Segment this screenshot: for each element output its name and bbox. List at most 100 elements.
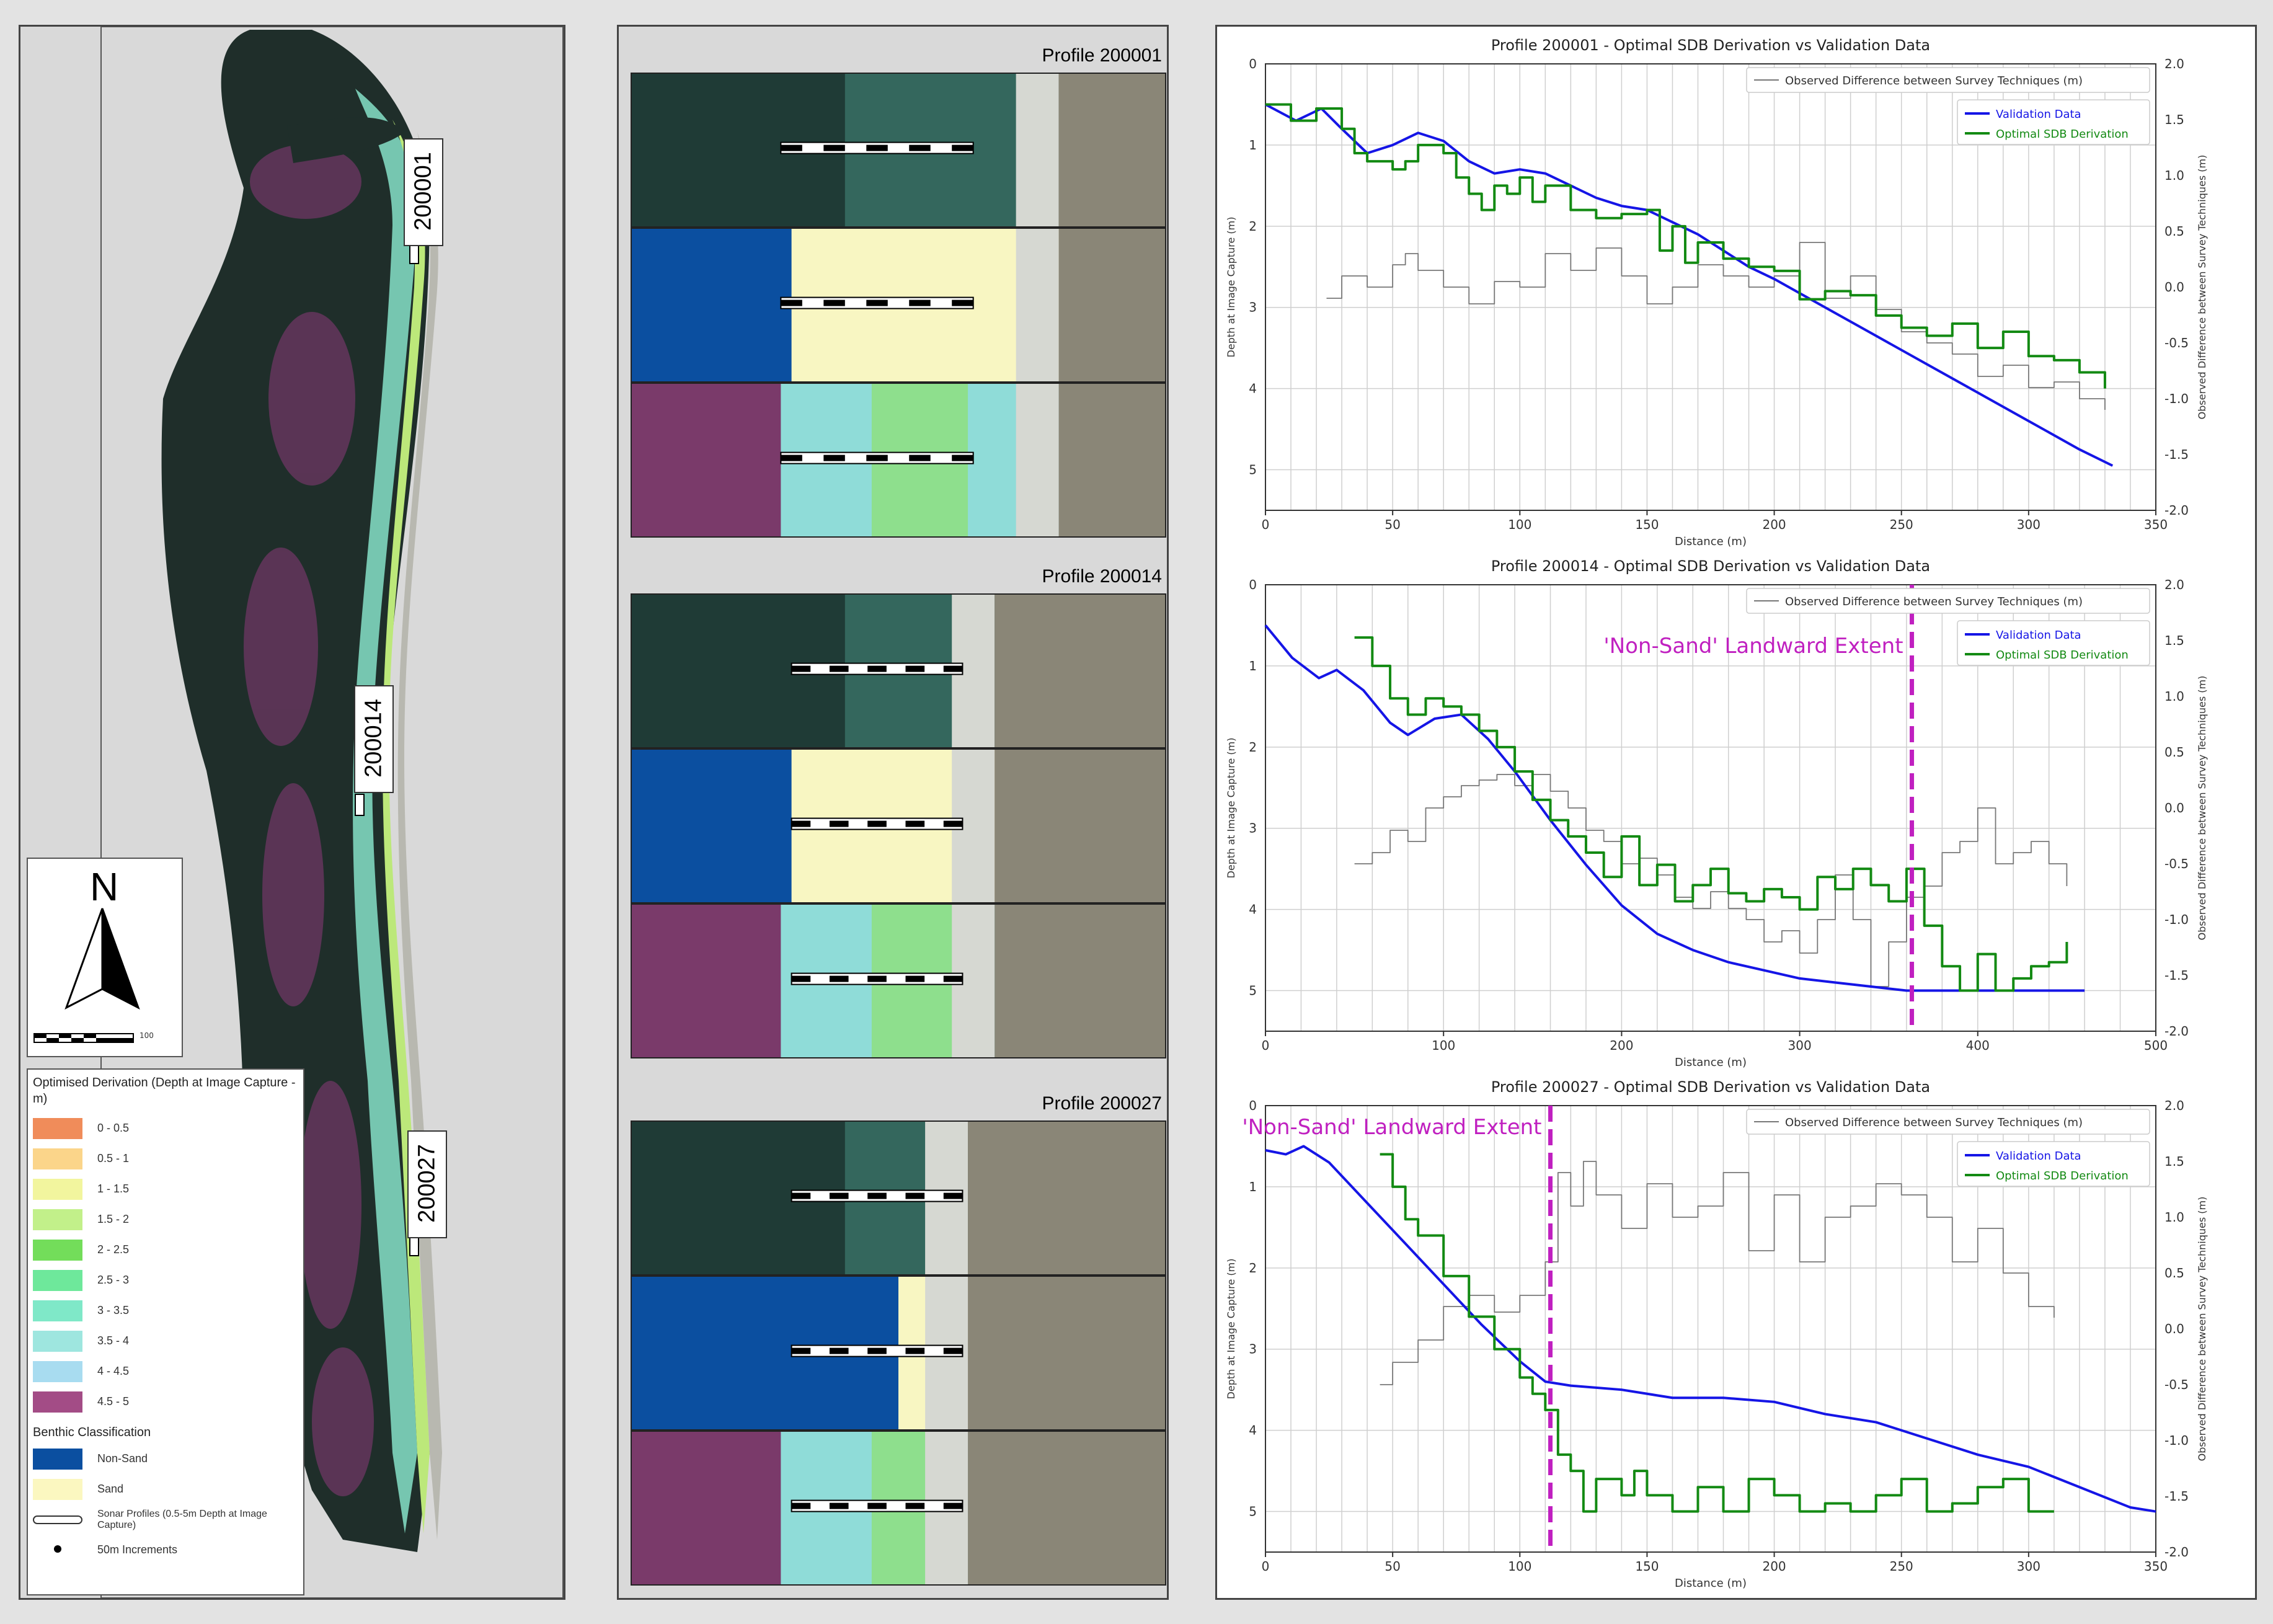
x-axis-label: Distance (m) (1675, 1577, 1747, 1590)
x-tick-label: 300 (2017, 517, 2040, 532)
legend: Optimised Derivation (Depth at Image Cap… (27, 1068, 304, 1595)
series-line (1265, 103, 2114, 467)
depth-class-label: 0 - 0.5 (97, 1122, 130, 1134)
x-axis-label: Distance (m) (1675, 1056, 1747, 1069)
depth-class-row: 2.5 - 3 (33, 1265, 303, 1295)
profile-strip (631, 1120, 1166, 1276)
depth-class-label: 4.5 - 5 (97, 1395, 130, 1408)
series-line (1326, 242, 2106, 410)
depth-class-swatch (33, 1300, 82, 1321)
y2-tick-label: 1.5 (2164, 1154, 2184, 1169)
y2-tick-label: 2.0 (2164, 56, 2184, 71)
y2-axis-label: Observed Difference between Survey Techn… (2196, 676, 2208, 941)
y2-axis-label: Observed Difference between Survey Techn… (2196, 1197, 2208, 1462)
x-tick-label: 400 (1966, 1038, 1990, 1053)
extent-annotation: 'Non-Sand' Landward Extent (1603, 634, 1903, 659)
profile-strip (631, 1431, 1166, 1586)
x-tick-label: 350 (2144, 1559, 2168, 1574)
depth-class-row: 1.5 - 2 (33, 1204, 303, 1235)
x-tick-label: 300 (2017, 1559, 2040, 1574)
benthic-class-label: Non-Sand (97, 1452, 148, 1465)
x-tick-label: 100 (1508, 1559, 1531, 1574)
scale-bar (33, 1033, 134, 1043)
y2-tick-label: 1.0 (2164, 689, 2184, 704)
y-tick-label: 4 (1249, 902, 1257, 917)
y-tick-label: 5 (1249, 1504, 1257, 1519)
profile-chart: Profile 200014 - Optimal SDB Derivation … (1225, 557, 2208, 1069)
legend-difference: Observed Difference between Survey Techn… (1785, 74, 2083, 87)
chart-legend: Observed Difference between Survey Techn… (1746, 67, 2150, 145)
y-tick-label: 1 (1249, 1179, 1257, 1194)
depth-class-row: 3.5 - 4 (33, 1326, 303, 1356)
y2-tick-label: 1.5 (2164, 633, 2184, 648)
depth-class-swatch (33, 1330, 82, 1352)
x-tick-label: 350 (2144, 517, 2168, 532)
legend-row-increment: 50m Increments (33, 1535, 303, 1565)
depth-class-swatch (33, 1178, 82, 1200)
chart-panel: Profile 200001 - Optimal SDB Derivation … (1215, 25, 2257, 1600)
depth-class-row: 1 - 1.5 (33, 1174, 303, 1204)
benthic-class-row: Non-Sand (33, 1444, 303, 1474)
legend-validation: Validation Data (1996, 629, 2081, 642)
strip-group-200027: Profile 200027 (631, 1093, 1166, 1595)
series-line (1380, 1153, 2054, 1513)
profile-symbol (33, 1515, 82, 1524)
profile-strip (631, 903, 1166, 1058)
series-line (1265, 103, 2106, 389)
x-tick-label: 50 (1385, 517, 1400, 532)
strip-imagery (631, 73, 1166, 1586)
profile-label-200014: 200014 (354, 685, 394, 793)
y2-tick-label: -1.0 (2164, 912, 2189, 927)
plot-frame (1265, 584, 2156, 1032)
depth-class-row: 4.5 - 5 (33, 1387, 303, 1417)
x-tick-label: 150 (1635, 517, 1659, 532)
depth-legend: 0 - 0.5 0.5 - 1 1 - 1.5 1.5 - 2 2 - 2.5 2.5 -… (28, 1113, 303, 1417)
y-tick-label: 1 (1249, 138, 1257, 153)
depth-class-swatch (33, 1209, 82, 1230)
strip-group-200014: Profile 200014 (631, 566, 1166, 1068)
profile-marker-200014 (355, 794, 365, 816)
y-tick-label: 1 (1249, 659, 1257, 673)
depth-class-swatch (33, 1239, 82, 1261)
y-tick-label: 3 (1249, 821, 1257, 836)
y-axis-label: Depth at Image Capture (m) (1225, 738, 1237, 879)
north-label: N (90, 864, 119, 909)
y2-tick-label: 0.5 (2164, 745, 2184, 760)
legend-difference: Observed Difference between Survey Techn… (1785, 1116, 2083, 1129)
y-tick-label: 2 (1249, 219, 1257, 234)
north-arrow-box: N 100 (27, 858, 183, 1057)
y2-tick-label: 0.0 (2164, 1321, 2184, 1336)
x-tick-label: 200 (1762, 1559, 1786, 1574)
x-tick-label: 250 (1890, 517, 1913, 532)
sand-band (383, 120, 430, 1533)
legend-validation: Validation Data (1996, 1150, 2081, 1163)
x-tick-label: 150 (1635, 1559, 1659, 1574)
profile-symbol-label: Sonar Profiles (0.5-5m Depth at Image Ca… (97, 1508, 267, 1530)
depth-class-swatch (33, 1269, 82, 1291)
benthic-class-swatch (33, 1448, 82, 1470)
chart-title: Profile 200027 - Optimal SDB Derivation … (1491, 1078, 1930, 1096)
chart-title: Profile 200014 - Optimal SDB Derivation … (1491, 557, 1930, 575)
x-tick-label: 200 (1610, 1038, 1633, 1053)
depth-class-label: 1.5 - 2 (97, 1213, 130, 1225)
series-line (1354, 774, 2068, 987)
y2-tick-label: 0.0 (2164, 280, 2184, 295)
x-tick-label: 300 (1788, 1038, 1812, 1053)
legend-sdb: Optimal SDB Derivation (1996, 128, 2129, 141)
y2-tick-label: -0.5 (2164, 856, 2189, 871)
y2-tick-label: 1.5 (2164, 112, 2184, 127)
strip-title: Profile 200014 (1042, 566, 1162, 587)
increment-dot-icon (33, 1545, 82, 1556)
y2-tick-label: 1.0 (2164, 1210, 2184, 1225)
depth-class-row: 0.5 - 1 (33, 1143, 303, 1174)
strip-group-200001: Profile 200001 (631, 45, 1166, 548)
y-axis-label: Depth at Image Capture (m) (1225, 217, 1237, 358)
y2-tick-label: 0.5 (2164, 224, 2184, 239)
y-tick-label: 4 (1249, 381, 1257, 396)
benthic-title: Benthic Classification (33, 1426, 151, 1439)
chart-legend: Observed Difference between Survey Techn… (1746, 1109, 2150, 1187)
benthic-legend: Non-Sand Sand (28, 1444, 303, 1504)
north-arrow-icon (33, 908, 140, 1043)
y-tick-label: 2 (1249, 1261, 1257, 1276)
x-tick-label: 100 (1432, 1038, 1455, 1053)
